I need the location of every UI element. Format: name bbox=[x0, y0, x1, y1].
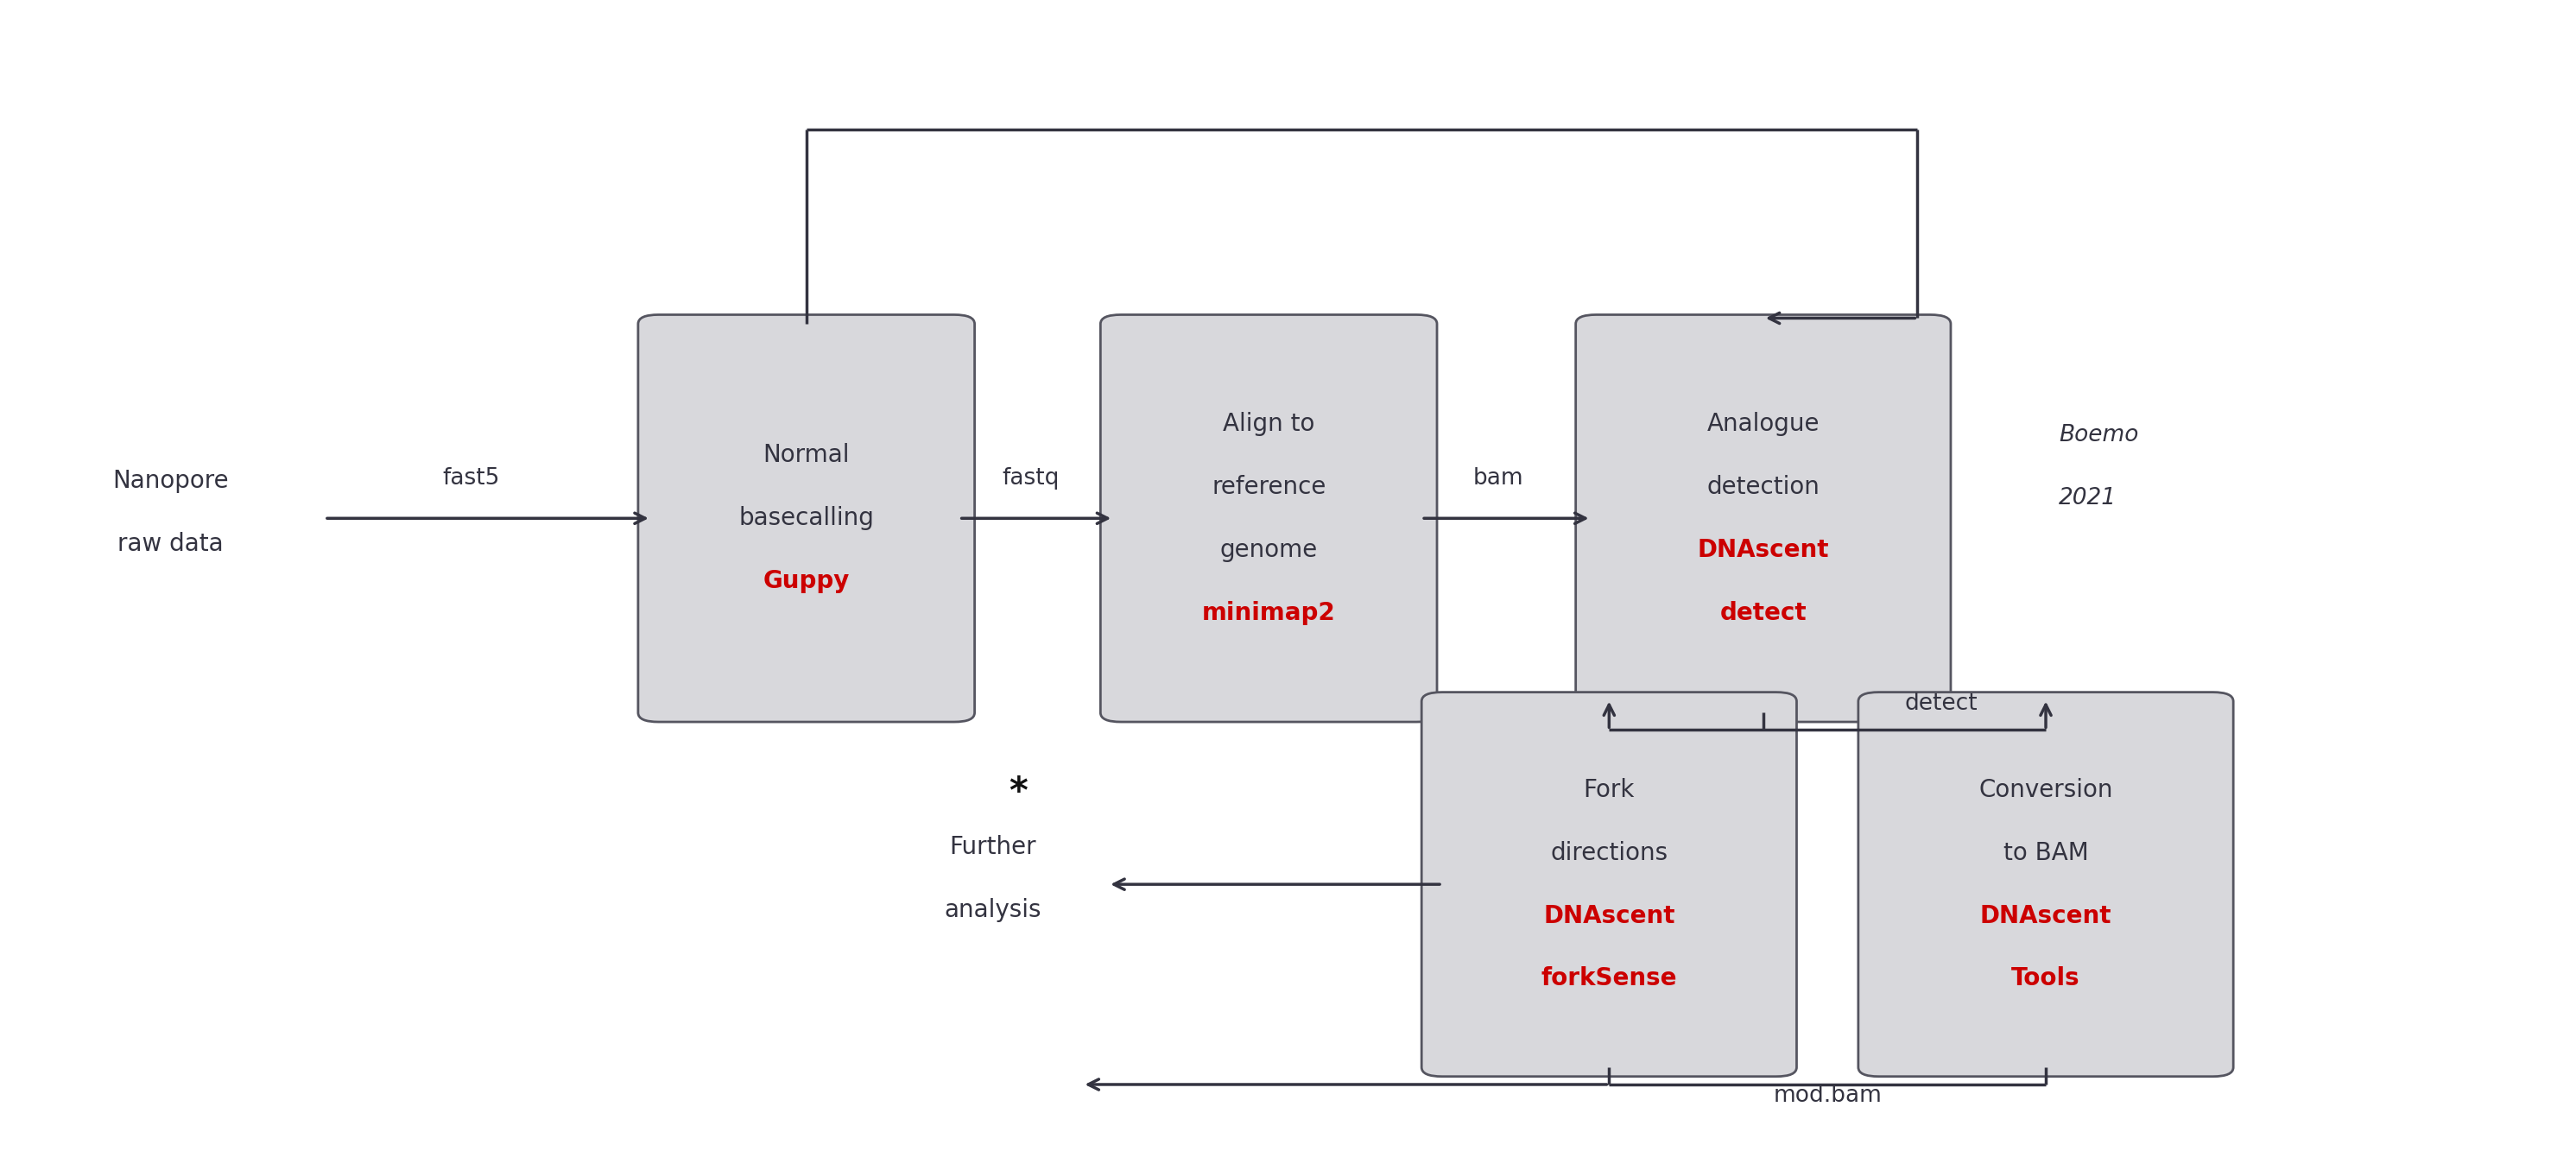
Text: Further: Further bbox=[948, 836, 1036, 860]
FancyBboxPatch shape bbox=[1857, 692, 2233, 1076]
Text: mod.bam: mod.bam bbox=[1772, 1084, 1883, 1107]
Text: reference: reference bbox=[1211, 474, 1327, 498]
Text: *: * bbox=[1010, 775, 1028, 811]
Text: raw data: raw data bbox=[118, 532, 224, 556]
Text: Tools: Tools bbox=[2012, 967, 2081, 991]
Text: to BAM: to BAM bbox=[2004, 840, 2089, 864]
Text: detect: detect bbox=[1904, 693, 1978, 715]
Text: directions: directions bbox=[1551, 840, 1667, 864]
Text: DNAscent: DNAscent bbox=[1698, 538, 1829, 562]
Text: 2021: 2021 bbox=[2058, 487, 2117, 510]
Text: detection: detection bbox=[1708, 474, 1819, 498]
Text: detect: detect bbox=[1721, 601, 1806, 625]
Text: Conversion: Conversion bbox=[1978, 778, 2112, 802]
Text: fast5: fast5 bbox=[443, 467, 500, 489]
Text: Analogue: Analogue bbox=[1708, 412, 1819, 436]
Text: bam: bam bbox=[1473, 467, 1525, 489]
Text: fastq: fastq bbox=[1002, 467, 1059, 489]
Text: Guppy: Guppy bbox=[762, 569, 850, 593]
FancyBboxPatch shape bbox=[1422, 692, 1795, 1076]
FancyBboxPatch shape bbox=[639, 314, 974, 722]
Text: DNAscent: DNAscent bbox=[1543, 904, 1674, 928]
FancyBboxPatch shape bbox=[1100, 314, 1437, 722]
Text: Normal: Normal bbox=[762, 443, 850, 467]
Text: basecalling: basecalling bbox=[739, 506, 873, 531]
Text: Boemo: Boemo bbox=[2058, 425, 2138, 447]
Text: Nanopore: Nanopore bbox=[113, 470, 229, 494]
FancyBboxPatch shape bbox=[1577, 314, 1950, 722]
Text: Fork: Fork bbox=[1584, 778, 1636, 802]
Text: DNAscent: DNAscent bbox=[1981, 904, 2112, 928]
Text: analysis: analysis bbox=[943, 898, 1041, 922]
Text: genome: genome bbox=[1221, 538, 1319, 562]
Text: minimap2: minimap2 bbox=[1203, 601, 1334, 625]
Text: forkSense: forkSense bbox=[1540, 967, 1677, 991]
Text: Align to: Align to bbox=[1224, 412, 1314, 436]
